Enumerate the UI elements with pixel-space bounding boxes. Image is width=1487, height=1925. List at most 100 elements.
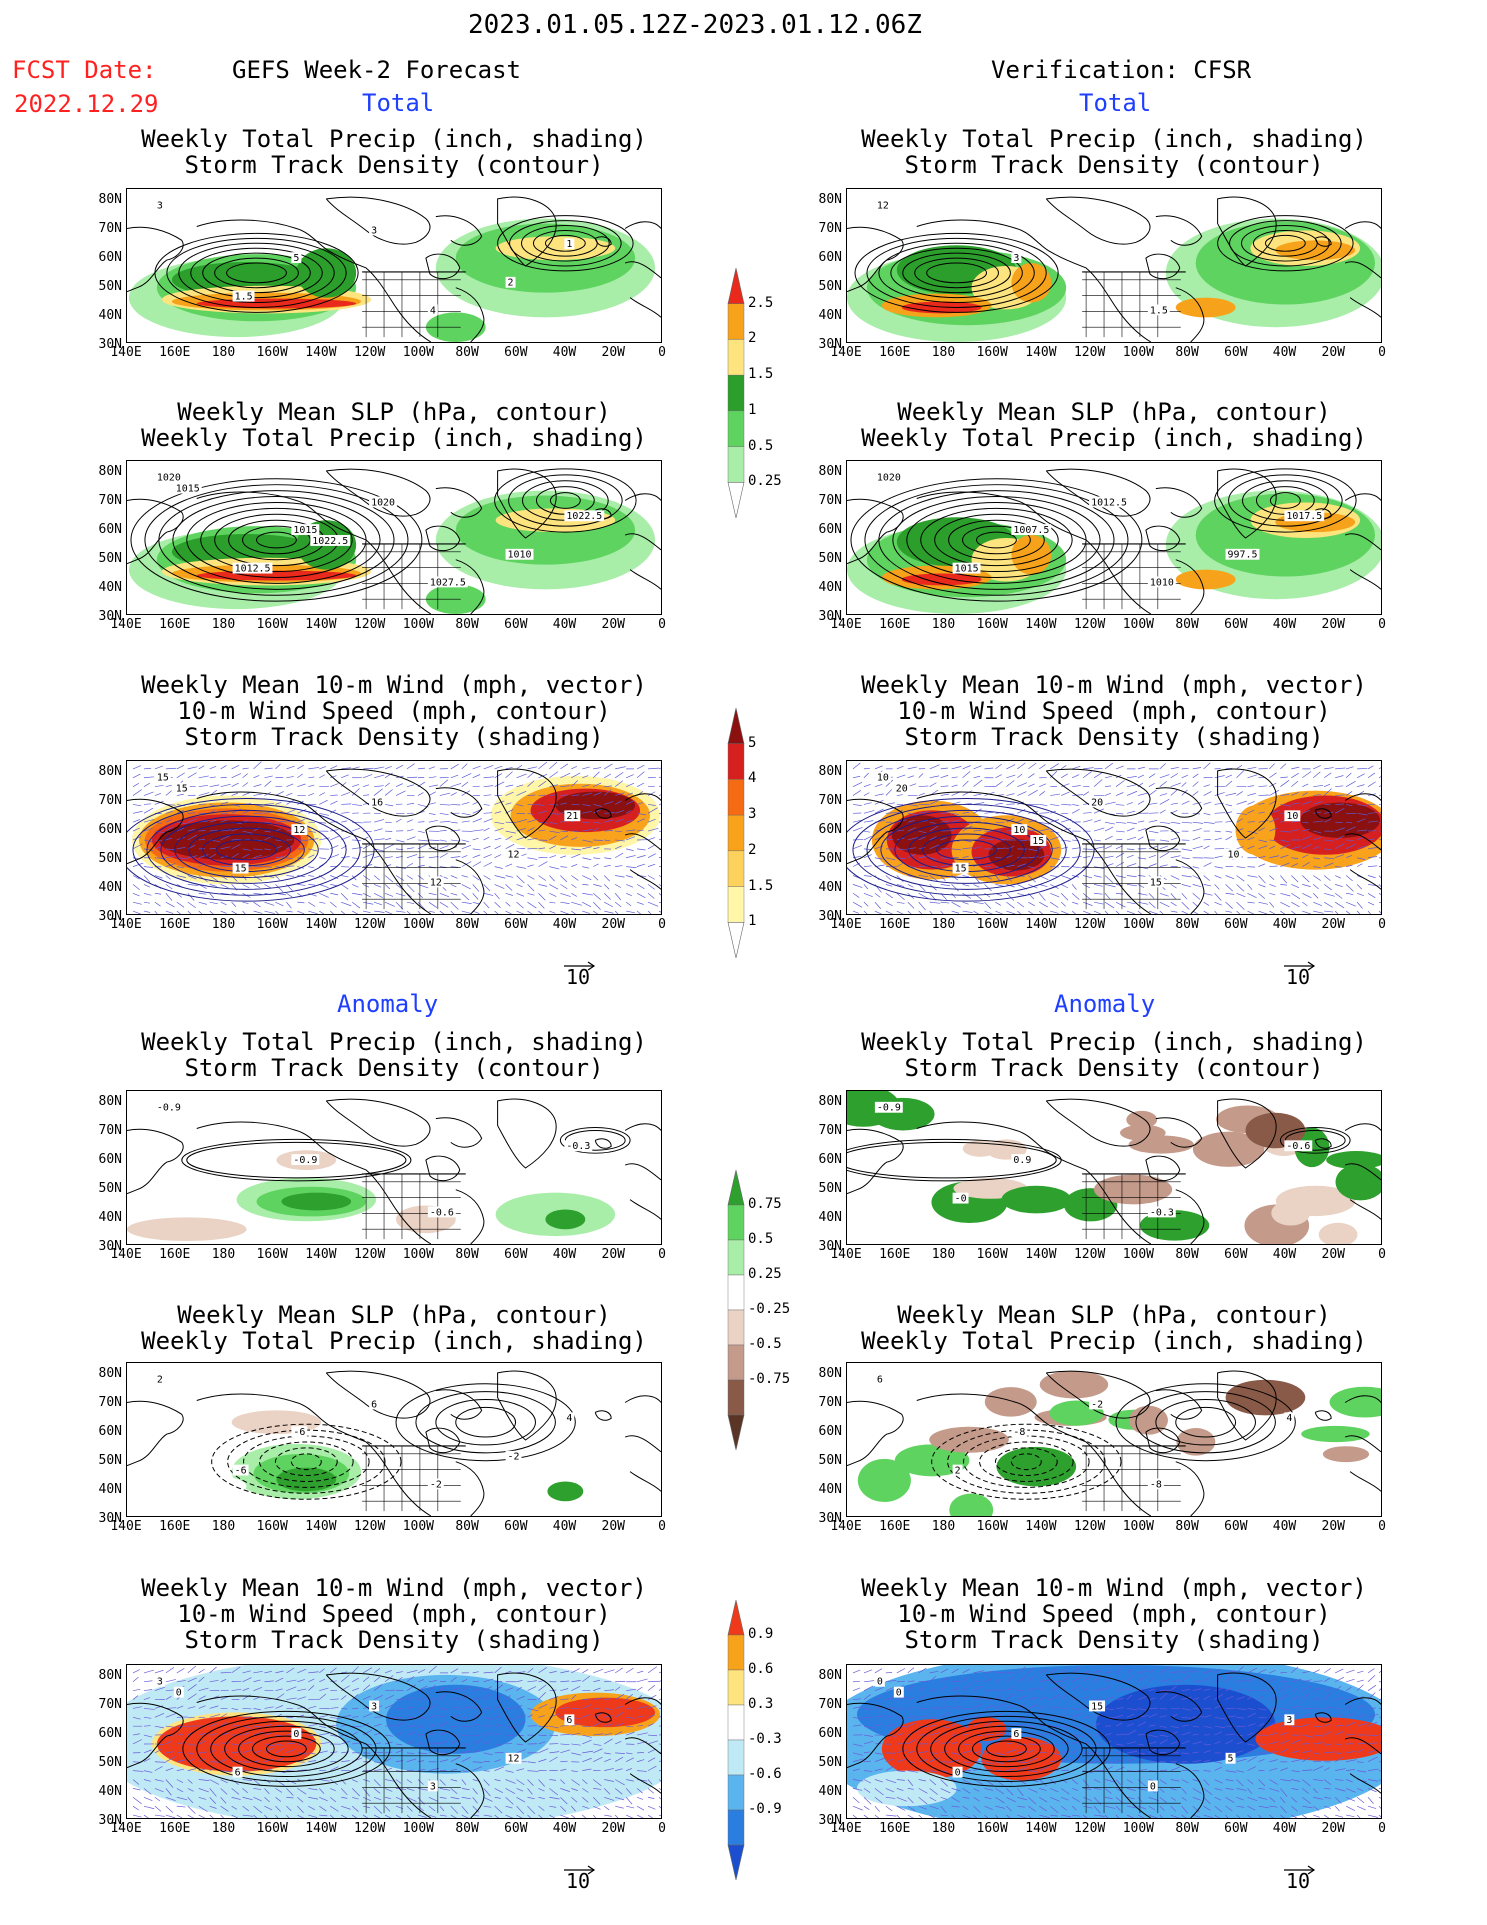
- aprecip-blob: [1335, 1163, 1381, 1201]
- contour-label: 3: [157, 1677, 163, 1688]
- contour-label: 0.9: [1013, 1155, 1031, 1166]
- lat-tick: 40N: [98, 880, 122, 895]
- lon-tick: 140E: [830, 617, 862, 632]
- vector-reference-arrow: [562, 1857, 598, 1881]
- lon-tick: 140E: [110, 345, 142, 360]
- lon-tick: 100W: [402, 617, 435, 632]
- lon-tick: 60W: [504, 617, 528, 632]
- lat-tick: 60N: [818, 1152, 842, 1167]
- contour-label: 20: [1091, 797, 1103, 808]
- colorbar-label: 2: [748, 330, 757, 347]
- lat-tick: 40N: [98, 1784, 122, 1799]
- lon-tick: 180: [931, 1519, 956, 1534]
- right-column-title: Verification: CFSR: [991, 56, 1252, 84]
- coastline-layer: [847, 196, 1381, 342]
- lon-tick: 120W: [353, 1247, 386, 1262]
- lat-tick: 80N: [818, 1668, 842, 1683]
- lon-tick: 0: [1378, 1247, 1386, 1262]
- contour-label: 2: [955, 1466, 961, 1477]
- lon-tick: 80W: [1175, 345, 1199, 360]
- contour-label: 997.5: [1228, 550, 1258, 561]
- contour-label: -2: [430, 1479, 442, 1490]
- contour-label: -0.3: [566, 1141, 590, 1152]
- lon-tick: 160W: [976, 1821, 1008, 1836]
- contour-label: 10: [877, 773, 889, 784]
- lat-tick: 70N: [98, 1123, 122, 1138]
- aslp-precip-neg-max: [1225, 1379, 1306, 1416]
- colorbar-label: 2.5: [748, 294, 774, 311]
- colorbar-precip_anom: [722, 1169, 762, 1451]
- contour-label: 1010: [1150, 577, 1174, 588]
- state-borders: [362, 271, 461, 338]
- contour-label: 4: [566, 1413, 572, 1424]
- contour-label: 1015: [293, 525, 317, 536]
- aslp-precip-blob: [899, 1369, 980, 1401]
- aslp-precip-blob: [1329, 1386, 1381, 1418]
- lon-tick: 140W: [1025, 1821, 1057, 1836]
- aslp-precip-blob: [984, 1387, 1037, 1417]
- colorbar-precip_total: [722, 267, 762, 519]
- lat-tick: 40N: [818, 580, 842, 595]
- lon-tick: 180: [211, 1519, 236, 1534]
- contour-labels: 2 -6 -2 4 -6 6 -2: [154, 1373, 575, 1490]
- contour-label: -0.9: [293, 1155, 317, 1166]
- lon-tick: 160E: [159, 1821, 191, 1836]
- lon-tick: 0: [1378, 345, 1386, 360]
- panel-title: Weekly Mean 10-m Wind (mph, vector): [141, 671, 647, 699]
- map-t_precip-right: 12 3 1.5: [846, 188, 1382, 343]
- right-total-label: Total: [1079, 89, 1152, 117]
- contour-label: 1012.5: [235, 564, 271, 575]
- lon-tick: 80W: [1175, 1821, 1199, 1836]
- contour-label: -2: [1091, 1399, 1103, 1410]
- precip-pacific-max: [196, 570, 357, 581]
- wind-anom-contours: [182, 1710, 391, 1787]
- contour-label: 1007.5: [1013, 525, 1049, 536]
- state-borders: [1082, 1747, 1181, 1814]
- panel-title: Weekly Mean 10-m Wind (mph, vector): [861, 1574, 1367, 1602]
- lat-tick: 70N: [818, 1395, 842, 1410]
- lon-tick: 20W: [1321, 1821, 1345, 1836]
- lon-tick: 160W: [976, 1519, 1008, 1534]
- lat-tick: 80N: [98, 1094, 122, 1109]
- lat-tick: 30N: [98, 909, 122, 924]
- colorbar-segment: [727, 1634, 745, 1671]
- colorbar-label: 1.5: [748, 366, 774, 383]
- contour-label: 6: [235, 1768, 241, 1779]
- lon-tick: 0: [658, 617, 666, 632]
- colorbar-segment: [727, 303, 745, 340]
- contour-label: 3: [371, 1701, 377, 1712]
- lon-tick: 60W: [504, 1519, 528, 1534]
- lon-tick: 120W: [353, 917, 386, 932]
- coastline-layer: [847, 1098, 1381, 1244]
- contour-labels: 102010151027.51022.51012.510201010101510…: [154, 471, 605, 588]
- lon-tick: 40W: [552, 1247, 577, 1262]
- contour-labels: 12 3 1.5: [874, 199, 1170, 316]
- storm-anom-contours: [847, 1138, 1062, 1182]
- map-a_wind-left: 3 0 3 6 6 3 12 0: [126, 1664, 662, 1819]
- contour-label: 15: [176, 784, 188, 795]
- lat-tick: 80N: [98, 1366, 122, 1381]
- contour-label: 10: [1228, 850, 1240, 861]
- precip-atlantic-band2: [1275, 240, 1356, 261]
- lon-tick: 140E: [110, 1247, 142, 1262]
- panel-title: 10-m Wind Speed (mph, contour): [177, 697, 611, 725]
- lon-tick: 0: [1378, 917, 1386, 932]
- contour-label: 0: [293, 1729, 299, 1740]
- colorbar-cap: [727, 1844, 745, 1881]
- lon-tick: 140E: [830, 345, 862, 360]
- state-borders: [1082, 843, 1181, 910]
- contour-label: 21: [566, 811, 578, 822]
- panel-title: Weekly Total Precip (inch, shading): [141, 424, 647, 452]
- colorbar-label: 0.75: [748, 1196, 782, 1212]
- contour-label: 6: [371, 1399, 377, 1410]
- lat-tick: 80N: [98, 192, 122, 207]
- contour-label: 0: [877, 1677, 883, 1688]
- contour-label: 15: [955, 864, 967, 875]
- lat-tick: 50N: [818, 1181, 842, 1196]
- colorbar-segment: [727, 374, 745, 412]
- coastline-layer: [127, 768, 661, 914]
- lat-tick: 80N: [98, 464, 122, 479]
- contour-label: -0.6: [430, 1207, 454, 1218]
- contour-label: 15: [235, 864, 247, 875]
- contour-label: 15: [1150, 877, 1162, 888]
